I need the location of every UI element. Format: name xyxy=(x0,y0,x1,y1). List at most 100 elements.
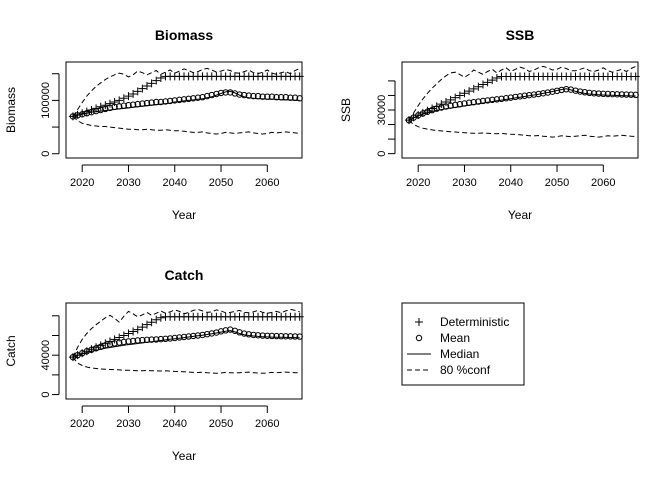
mean-point xyxy=(586,89,593,97)
x-tick-label: 2060 xyxy=(255,177,279,189)
series-line-80-conf-lower xyxy=(408,119,636,138)
mean-point xyxy=(153,336,160,343)
mean-point xyxy=(623,91,630,98)
mean-point xyxy=(208,91,215,99)
x-tick-label: 2050 xyxy=(209,418,233,430)
deterministic-point xyxy=(460,89,469,98)
y-axis-label: Biomass xyxy=(4,87,18,133)
mean-point xyxy=(618,91,626,98)
deterministic-point xyxy=(478,80,487,89)
series-line-80-conf-lower xyxy=(72,356,300,374)
x-tick-label: 2040 xyxy=(163,418,187,430)
mean-point xyxy=(166,97,174,105)
mean-point xyxy=(125,338,132,345)
deterministic-point xyxy=(152,315,161,324)
deterministic-point xyxy=(142,82,151,90)
mean-point xyxy=(190,95,197,102)
mean-point xyxy=(111,340,118,347)
x-tick-label: 2050 xyxy=(545,177,569,189)
mean-point xyxy=(502,95,510,102)
mean-point xyxy=(475,98,482,105)
mean-point xyxy=(604,90,612,98)
series-line-80-conf-lower xyxy=(72,116,300,135)
mean-point xyxy=(291,333,299,340)
mean-point xyxy=(102,105,109,113)
legend-label: 80 %conf xyxy=(440,363,491,377)
deterministic-point xyxy=(488,76,497,85)
deterministic-point xyxy=(492,74,501,82)
y-tick-label: 100000 xyxy=(40,82,52,119)
deterministic-point xyxy=(133,87,142,96)
mean-point xyxy=(227,326,234,333)
deterministic-point xyxy=(110,335,119,344)
mean-point xyxy=(438,104,445,111)
legend: Deterministic Mean Median 80 %conf xyxy=(401,302,525,386)
mean-point xyxy=(83,110,91,117)
mean-point xyxy=(157,335,165,343)
deterministic-point xyxy=(147,79,156,88)
mean-point xyxy=(240,91,248,99)
y-axis-label: Catch xyxy=(4,335,18,366)
mean-point xyxy=(254,332,262,339)
y-axis-label: SSB xyxy=(339,98,353,122)
mean-point xyxy=(296,333,303,340)
x-tick-label: 2030 xyxy=(452,177,476,189)
mean-point xyxy=(264,332,271,339)
mean-point xyxy=(613,91,621,98)
mean-point xyxy=(116,339,123,346)
deterministic-point xyxy=(138,323,147,332)
y-tick-label: 0 xyxy=(40,151,52,157)
mean-point xyxy=(231,90,239,97)
mean-point xyxy=(148,336,155,343)
mean-point xyxy=(171,97,178,104)
deterministic-point xyxy=(483,78,492,87)
mean-point xyxy=(78,111,86,118)
x-tick-label: 2040 xyxy=(499,177,523,189)
mean-point xyxy=(69,113,77,120)
mean-point xyxy=(507,94,514,101)
legend-circle-symbol xyxy=(415,334,423,342)
mean-point xyxy=(627,91,635,98)
mean-point xyxy=(479,97,487,105)
deterministic-point xyxy=(129,90,138,98)
deterministic-point xyxy=(474,82,483,91)
legend-cross-symbol xyxy=(415,318,423,326)
deterministic-point xyxy=(441,98,450,106)
series-line-median xyxy=(408,88,636,121)
deterministic-point xyxy=(119,94,128,103)
mean-point xyxy=(250,92,257,100)
deterministic-point xyxy=(295,312,304,321)
deterministic-point xyxy=(124,329,133,338)
series-line-80-conf xyxy=(72,308,300,358)
deterministic-point xyxy=(142,320,151,329)
mean-point xyxy=(250,331,257,339)
x-axis-label: Year xyxy=(172,208,196,222)
mean-point xyxy=(498,95,505,103)
mean-point xyxy=(203,92,211,100)
mean-point xyxy=(157,98,165,106)
mean-point xyxy=(199,94,206,101)
mean-point xyxy=(245,92,252,99)
mean-point xyxy=(162,98,169,105)
x-tick-label: 2030 xyxy=(116,418,140,430)
deterministic-point xyxy=(156,74,165,82)
x-tick-label: 2060 xyxy=(591,177,615,189)
legend-box xyxy=(401,302,525,386)
series-line-80-conf xyxy=(408,65,636,121)
deterministic-point xyxy=(152,76,161,85)
deterministic-point xyxy=(87,106,96,114)
x-tick-label: 2020 xyxy=(70,418,94,430)
series-line-80-conf xyxy=(72,67,300,117)
deterministic-point xyxy=(133,325,142,334)
mean-point xyxy=(484,97,491,104)
chart-catch: Catch Year Catch 2020 2030 2040 2050 2060 0 40000 xyxy=(4,267,304,463)
mean-point xyxy=(405,116,413,124)
plot-frame xyxy=(401,61,639,159)
mean-point xyxy=(120,338,128,346)
mean-point xyxy=(489,96,496,104)
deterministic-point xyxy=(295,72,304,81)
chart-biomass: Biomass Year Biomass 2020 2030 2040 2050 2060 0 1… xyxy=(4,27,304,222)
mean-point xyxy=(162,335,169,343)
y-tick-label: 0 xyxy=(376,151,388,157)
mean-point xyxy=(273,94,280,101)
